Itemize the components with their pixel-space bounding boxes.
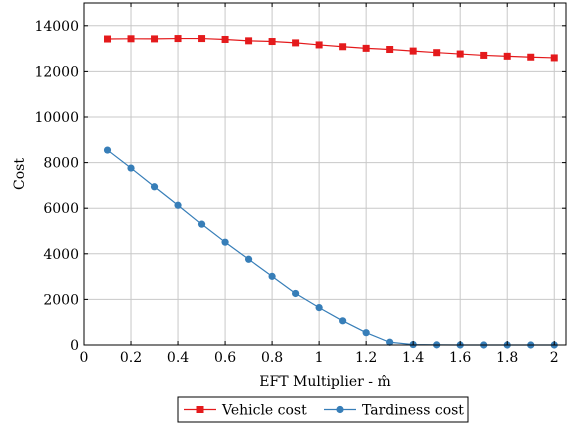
axis-ticks: 0 0.2 0.4 0.6 0.8 1 1.2 1.4 1.6 1.8 2 0 2000 4000 6000… (34, 3, 566, 366)
x-tick-label: 0.8 (261, 350, 283, 366)
vehicle-cost-point (456, 50, 464, 58)
series-layer (103, 35, 558, 349)
legend-entry-vehicle-cost: Vehicle cost (184, 403, 307, 419)
x-tick-label: 0.6 (214, 350, 236, 366)
tardiness-cost-point (103, 146, 112, 154)
vehicle-cost-point (527, 53, 535, 61)
legend: Vehicle cost Tardiness cost (177, 396, 469, 423)
vehicle-cost-point (292, 39, 300, 47)
vehicle-cost-point (503, 52, 511, 60)
x-tick-label: 1.8 (496, 350, 518, 366)
x-tick-label: 2 (550, 350, 559, 366)
y-tick-label: 4000 (43, 247, 79, 263)
y-tick-label: 0 (70, 338, 79, 354)
x-tick-label: 1 (315, 350, 324, 366)
vehicle-cost-point (315, 41, 323, 49)
y-tick-label: 2000 (43, 292, 79, 308)
x-tick-label: 1.4 (402, 350, 424, 366)
vehicle-cost-point (268, 38, 276, 46)
tardiness-cost-point (315, 304, 323, 312)
y-tick-label: 8000 (43, 156, 79, 172)
tardiness-cost-point (197, 220, 206, 228)
vehicle-cost-point (245, 37, 253, 45)
tardiness-cost-point (221, 238, 229, 246)
vehicle-cost-point (339, 43, 347, 51)
legend-label: Vehicle cost (221, 403, 307, 419)
vehicle-cost-point (127, 35, 135, 43)
tardiness-cost-point (174, 201, 182, 209)
vehicle-cost-line (107, 37, 555, 59)
vehicle-cost-point (198, 35, 206, 43)
vehicle-cost-point (221, 35, 229, 43)
x-axis-title: EFT Multiplier - m̂ (259, 374, 390, 390)
legend-swatch-marker (336, 405, 344, 414)
vehicle-cost-point (104, 35, 112, 43)
vehicle-cost-point (362, 44, 370, 52)
y-tick-label: 14000 (34, 19, 79, 35)
x-tick-label: 1.6 (449, 350, 471, 366)
x-tick-label: 0.2 (120, 350, 142, 366)
vehicle-cost-point (409, 47, 417, 55)
vehicle-cost-point (550, 54, 558, 62)
grid-lines (83, 3, 566, 346)
tardiness-cost-point (244, 255, 253, 263)
legend-box (177, 396, 469, 423)
tardiness-cost-line (107, 149, 555, 346)
vehicle-cost-point (480, 51, 488, 59)
tardiness-cost-point (339, 317, 347, 325)
legend-label: Tardiness cost (362, 403, 464, 419)
tardiness-cost-point (386, 338, 394, 346)
y-tick-label: 12000 (34, 64, 79, 80)
vehicle-cost-point (386, 46, 394, 54)
legend-swatch-marker (196, 406, 204, 413)
y-tick-label: 10000 (34, 110, 79, 126)
vehicle-cost-point (151, 35, 159, 43)
vehicle-cost-point (174, 35, 182, 43)
x-tick-label: 0 (80, 350, 89, 366)
tardiness-cost-point (292, 289, 300, 298)
tardiness-cost-point (150, 183, 159, 191)
tardiness-cost-point (362, 329, 370, 337)
vehicle-cost-point (433, 49, 441, 57)
plot-frame (83, 2, 567, 346)
x-tick-label: 1.2 (355, 350, 377, 366)
y-axis-title: Cost (12, 158, 28, 190)
tardiness-cost-series (103, 146, 558, 349)
x-tick-label: 0.4 (167, 350, 189, 366)
tardiness-cost-point (268, 272, 276, 280)
legend-entry-tardiness-cost: Tardiness cost (324, 403, 464, 419)
vehicle-cost-series (104, 35, 558, 62)
y-tick-label: 6000 (43, 201, 79, 217)
tardiness-cost-point (127, 164, 135, 172)
